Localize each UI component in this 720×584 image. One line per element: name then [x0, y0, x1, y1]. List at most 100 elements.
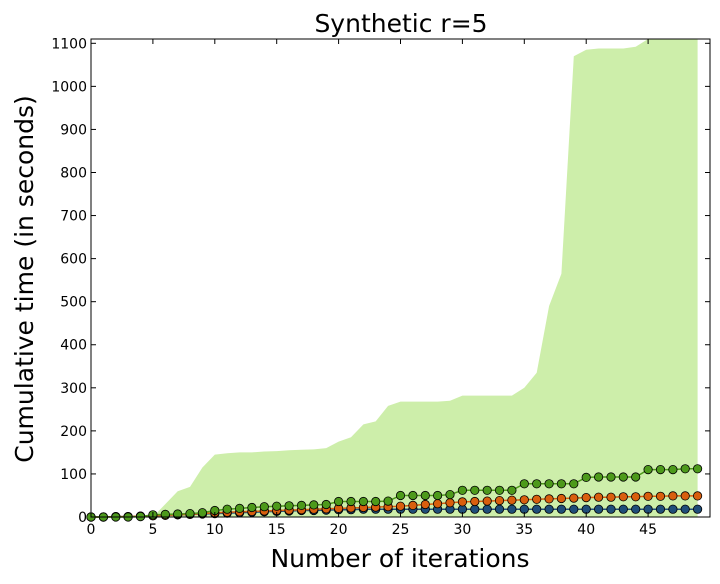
- series-2-point: [692, 491, 703, 501]
- series-2-point: [556, 493, 567, 504]
- series-2-point: [457, 497, 467, 507]
- series-2-point: [532, 494, 542, 504]
- series-1-point: [631, 504, 641, 514]
- series-3-point: [222, 504, 232, 514]
- series-2-point: [593, 492, 604, 502]
- series-3-point: [420, 490, 430, 501]
- series-2-point: [680, 491, 690, 501]
- series-1-point: [482, 504, 492, 514]
- series-2-point: [445, 498, 455, 508]
- series-3-point: [668, 464, 678, 475]
- x-tick-label: 20: [330, 522, 348, 538]
- y-tick-label: 600: [60, 252, 87, 268]
- series-3-point: [173, 509, 183, 519]
- variance-band: [91, 39, 698, 517]
- y-tick-label: 100: [60, 467, 87, 483]
- series-3-point: [631, 472, 641, 482]
- series-1-point: [556, 504, 567, 514]
- y-tick-label: 800: [60, 165, 87, 181]
- series-2-point: [655, 491, 666, 501]
- series-3-point: [358, 496, 368, 507]
- series-3-point: [408, 490, 418, 501]
- y-tick-label: 0: [78, 510, 87, 526]
- series-3-point: [395, 490, 406, 501]
- series-3-point: [346, 496, 356, 507]
- y-tick-label: 200: [60, 424, 87, 440]
- series-2-point: [395, 501, 406, 511]
- series-3-point: [470, 485, 480, 495]
- series-1-point: [668, 504, 678, 514]
- series-2-point: [482, 496, 492, 506]
- series-2-point: [420, 499, 430, 510]
- series-3-point: [680, 464, 690, 474]
- series-3-point: [581, 472, 591, 482]
- series-3-point: [371, 496, 381, 507]
- series-3-point: [532, 479, 542, 489]
- x-tick-label: 25: [392, 522, 410, 538]
- series-3-point: [333, 496, 344, 507]
- series-3-point: [247, 502, 257, 513]
- series-2-point: [569, 493, 579, 503]
- series-3-point: [494, 485, 505, 495]
- series-3-point: [284, 501, 294, 511]
- series-3-point: [482, 485, 492, 495]
- series-3-point: [296, 500, 307, 510]
- series-3-point: [507, 485, 517, 495]
- series-1-point: [532, 504, 542, 514]
- x-tick-label: 45: [639, 522, 657, 538]
- series-2-point: [544, 494, 554, 504]
- x-tick-label: 35: [515, 522, 533, 538]
- chart-title: Synthetic r=5: [314, 9, 487, 38]
- series-3-point: [692, 464, 703, 474]
- series-1-point: [618, 504, 628, 514]
- series-3-point: [383, 496, 393, 506]
- series-3-point: [272, 501, 282, 511]
- series-1-point: [470, 504, 480, 514]
- x-tick-label: 0: [87, 522, 96, 538]
- series-3-point: [519, 479, 529, 489]
- y-tick-label: 400: [60, 338, 87, 354]
- y-tick-label: 900: [60, 122, 87, 138]
- x-axis-label: Number of iterations: [270, 544, 529, 573]
- series-2-point: [606, 492, 616, 502]
- series-3-point: [569, 479, 579, 489]
- series-3-point: [309, 500, 319, 510]
- axis-ticks: 0 5 10 15 20 25 30 35 40 45 0 100 200 300 400 500 600 700…: [51, 36, 710, 538]
- series-1-point: [680, 504, 690, 514]
- series-3-point: [593, 472, 604, 482]
- y-axis-label: Cumulative time (in seconds): [10, 95, 39, 463]
- series-1-point: [655, 504, 666, 514]
- series-3-point: [556, 479, 567, 489]
- plot-area: [86, 39, 703, 522]
- series-3-point: [655, 464, 666, 475]
- series-2-point: [581, 492, 591, 503]
- series-1-point: [606, 504, 616, 514]
- y-tick-label: 700: [60, 209, 87, 225]
- series-3-point: [457, 485, 467, 495]
- series-3-point: [259, 502, 269, 512]
- series-2-point: [432, 499, 443, 509]
- series-1-point: [544, 504, 554, 514]
- series-2-point: [643, 491, 653, 501]
- series-2-point: [631, 492, 641, 502]
- series-2-point: [470, 496, 480, 507]
- series-3-point: [445, 489, 455, 500]
- x-tick-label: 5: [148, 522, 157, 538]
- series-1-point: [569, 504, 579, 514]
- series-3-point: [618, 472, 628, 482]
- series-3-point: [321, 499, 331, 510]
- series-3-point: [432, 490, 443, 501]
- series-2-point: [618, 492, 628, 502]
- series-1-point: [507, 504, 517, 514]
- series-3-point: [197, 508, 207, 518]
- series-2-point: [519, 495, 529, 505]
- series-3-point: [606, 472, 616, 482]
- x-tick-label: 30: [453, 522, 471, 538]
- y-tick-label: 1000: [51, 79, 87, 95]
- series-2-point: [494, 495, 505, 506]
- x-tick-label: 15: [268, 522, 286, 538]
- x-tick-label: 10: [206, 522, 224, 538]
- series-3-point: [185, 508, 195, 519]
- x-tick-label: 40: [577, 522, 595, 538]
